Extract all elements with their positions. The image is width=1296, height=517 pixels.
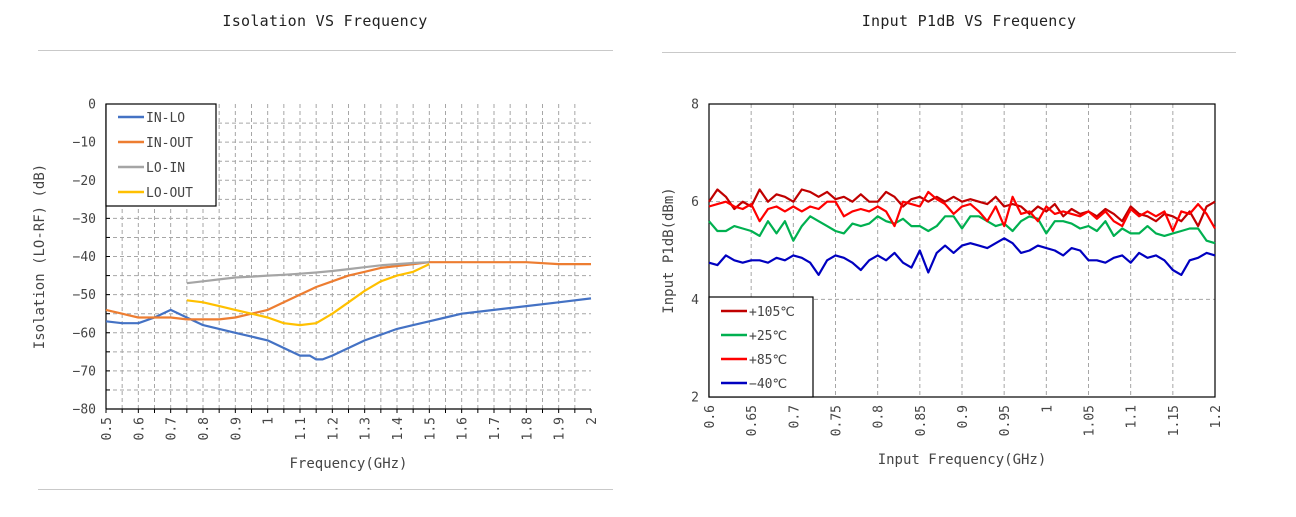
top-divider — [662, 52, 1236, 53]
y-tick-label: 2 — [691, 391, 699, 406]
x-tick-label: 1 — [1040, 405, 1055, 413]
y-tick-label: −20 — [73, 174, 96, 189]
series-line-85 — [708, 190, 1216, 233]
y-tick-label: 4 — [691, 293, 699, 308]
isolation-chart: 0.5 0.6 0.7 0.8 0.9 1 1.1 1.2 1.3 1.4 1.5 1.6 1.7 1.8… — [32, 98, 600, 473]
legend-label: +85℃ — [749, 353, 787, 368]
y-tick-label: −60 — [73, 326, 96, 341]
x-tick-label: 1 — [262, 417, 277, 425]
plot-frame — [708, 103, 1216, 398]
x-tick-label: 1.6 — [456, 417, 471, 440]
x-tick-label: 0.6 — [132, 417, 147, 440]
legend-label: IN-LO — [146, 111, 185, 126]
y-tick-label: −80 — [73, 403, 96, 418]
y-tick-label: 6 — [691, 195, 699, 210]
x-tick-label: 1.9 — [553, 417, 568, 440]
series-line-loout — [186, 263, 430, 327]
top-divider — [38, 50, 613, 51]
y-tick-label: 8 — [691, 98, 699, 113]
x-tick-label: 1.2 — [1209, 405, 1224, 428]
x-tick-label: 0.5 — [100, 417, 115, 440]
x-tick-label: 0.7 — [787, 405, 802, 428]
x-tick-label: 1.4 — [391, 417, 406, 441]
x-tick-label: 1.3 — [359, 417, 374, 440]
x-tick-label: 0.6 — [703, 405, 718, 428]
series-line-inlo — [105, 297, 592, 361]
legend: +105℃ +25℃ +85℃ −40℃ — [708, 296, 814, 398]
chart-title: Isolation VS Frequency — [222, 12, 428, 30]
legend-label: IN-OUT — [146, 136, 193, 151]
series-line-105 — [708, 188, 1216, 228]
x-tick-label: 0.7 — [165, 417, 180, 440]
legend-label: LO-OUT — [146, 186, 193, 201]
x-tick-label: 1.1 — [1125, 405, 1140, 428]
x-tick-label: 1.15 — [1167, 405, 1182, 436]
p1db-chart-panel: Input P1dB VS Frequency 0.6 0.65 0.7 0.75 0.… — [650, 0, 1296, 517]
series-line-loin — [186, 261, 430, 285]
x-tick-label: 1.2 — [326, 417, 341, 440]
y-tick-label: −30 — [73, 212, 96, 227]
x-tick-label: 0.8 — [197, 417, 212, 440]
y-tick-label: −10 — [73, 136, 96, 151]
isolation-chart-panel: Isolation VS Frequency 0.5 0.6 0.7 0.8 0.9 1 1… — [32, 12, 613, 490]
x-tick-label: 0.9 — [229, 417, 244, 440]
bottom-divider — [38, 489, 613, 490]
legend-box — [105, 103, 217, 207]
x-tick-label: 1.05 — [1083, 405, 1098, 436]
x-tick-label: 0.9 — [956, 405, 971, 428]
chart-title: Input P1dB VS Frequency — [861, 12, 1077, 30]
y-tick-label: −50 — [73, 288, 96, 303]
y-axis-title: Isolation (LO-RF) (dB) — [32, 164, 48, 349]
x-tick-label: 1.8 — [520, 417, 535, 440]
legend: IN-LO IN-OUT LO-IN LO-OUT — [105, 103, 217, 207]
y-axis-title: Input P1dB(dBm) — [661, 187, 677, 313]
y-tick-label: −40 — [73, 250, 96, 265]
legend-label: +25℃ — [749, 329, 787, 344]
series-line-40 — [708, 237, 1216, 276]
legend-label: LO-IN — [146, 161, 185, 176]
x-tick-label: 1.7 — [488, 417, 503, 440]
series-line-inout — [105, 261, 591, 321]
x-tick-label: 0.8 — [872, 405, 887, 428]
series-line-25 — [708, 215, 1216, 245]
x-tick-label: 2 — [585, 417, 600, 425]
x-axis-title: Frequency(GHz) — [289, 456, 407, 472]
p1db-chart: 0.6 0.65 0.7 0.75 0.8 0.85 0.9 0.95 1 1.05 1.1 1.15… — [661, 98, 1224, 469]
legend-label: −40℃ — [749, 377, 787, 392]
x-axis-title: Input Frequency(GHz) — [878, 452, 1047, 468]
legend-box — [708, 296, 814, 398]
x-tick-label: 0.75 — [830, 405, 845, 436]
x-tick-label: 0.65 — [745, 405, 760, 436]
x-tick-label: 1.1 — [294, 417, 309, 440]
x-tick-label: 1.5 — [423, 417, 438, 440]
y-tick-label: −70 — [73, 364, 96, 379]
x-tick-label: 0.95 — [998, 405, 1013, 436]
x-tick-label: 0.85 — [914, 405, 929, 436]
y-tick-label: 0 — [88, 98, 96, 113]
legend-label: +105℃ — [749, 305, 795, 320]
